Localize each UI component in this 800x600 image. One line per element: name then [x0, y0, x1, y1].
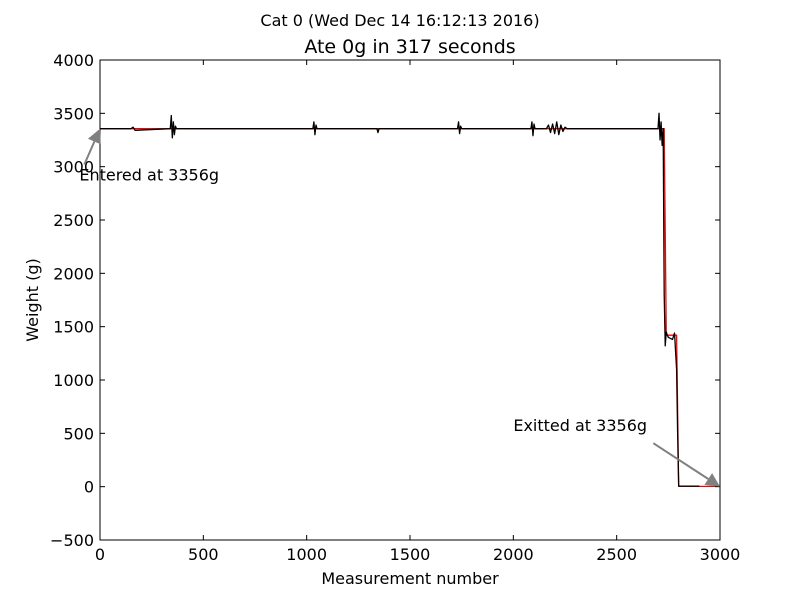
annotation-arrowhead: [87, 128, 101, 145]
chart-title: Ate 0g in 317 seconds: [304, 36, 515, 58]
annotation-arrow: [652, 442, 709, 480]
y-axis-label: Weight (g): [23, 258, 42, 341]
x-tick-label: 0: [95, 545, 105, 564]
y-tick-label: 2500: [53, 211, 94, 230]
y-tick-label: 2000: [53, 264, 94, 283]
chart-suptitle: Cat 0 (Wed Dec 14 16:12:13 2016): [260, 11, 539, 30]
y-tick-label: −500: [50, 531, 94, 550]
x-tick-label: 2000: [493, 545, 534, 564]
annotation-layer: Entered at 3356g Exitted at 3356g: [79, 128, 720, 487]
y-tick-label: 4000: [53, 51, 94, 70]
series-line-0: [100, 112, 700, 487]
annotation-text: Exitted at 3356g: [513, 416, 647, 435]
y-tick-label: 3500: [53, 104, 94, 123]
tick-layer: 0 500 1000 1500 2000 2500 3000−500050010001500…: [50, 51, 740, 564]
x-tick-label: 500: [188, 545, 219, 564]
annotation-arrow: [83, 141, 96, 165]
y-tick-label: 1000: [53, 371, 94, 390]
y-tick-label: 0: [84, 478, 94, 497]
y-tick-label: 1500: [53, 318, 94, 337]
annotation-arrowhead: [704, 473, 720, 487]
x-tick-label: 1500: [390, 545, 431, 564]
x-tick-label: 1000: [286, 545, 327, 564]
series-layer: [100, 112, 720, 488]
x-axis-label: Measurement number: [321, 569, 499, 588]
annotation-text: Entered at 3356g: [79, 166, 219, 185]
y-tick-label: 500: [63, 424, 94, 443]
y-tick-label: 3000: [53, 158, 94, 177]
x-tick-label: 2500: [596, 545, 637, 564]
x-tick-label: 3000: [700, 545, 741, 564]
plot-area: 0 500 1000 1500 2000 2500 3000−500050010001500…: [50, 51, 740, 564]
